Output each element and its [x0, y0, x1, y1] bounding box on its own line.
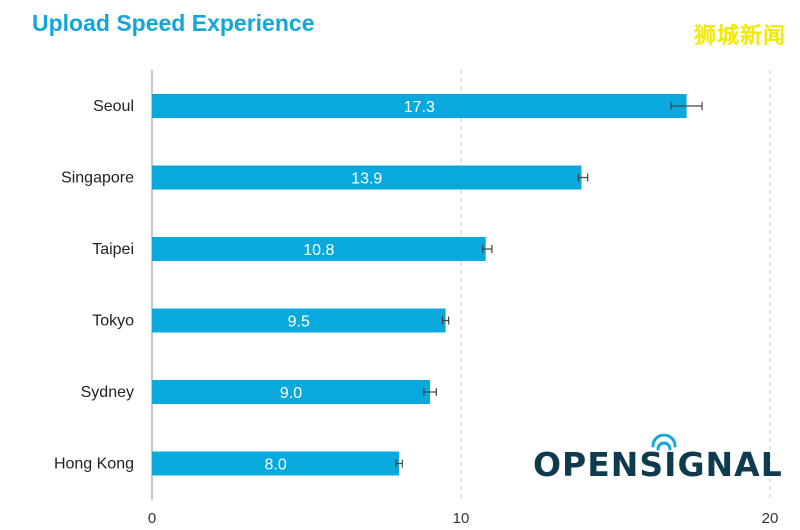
data-label: 10.8	[303, 242, 334, 259]
signal-icon	[651, 434, 677, 451]
category-label: Singapore	[61, 170, 134, 187]
watermark: 狮城新闻	[693, 24, 786, 49]
data-label: 13.9	[351, 171, 382, 188]
logo-text: OPENSIGNAL	[533, 445, 783, 484]
data-label: 17.3	[404, 99, 435, 116]
bar	[152, 165, 582, 190]
data-label: 9.5	[288, 314, 310, 331]
bar	[152, 94, 687, 118]
category-label: Tokyo	[92, 313, 134, 330]
category-label: Seoul	[93, 98, 134, 115]
data-label: 9.0	[280, 385, 302, 402]
data-label: 8.0	[264, 457, 286, 474]
opensignal-logo: OPENSIGNAL	[533, 434, 782, 484]
bar	[152, 308, 446, 333]
bar	[152, 451, 400, 476]
x-tick-label: 10	[453, 510, 470, 527]
category-label: Sydney	[81, 384, 134, 401]
category-label: Hong Kong	[54, 456, 134, 473]
chart-title: Upload Speed Experience	[32, 10, 315, 36]
bar	[152, 380, 431, 404]
x-tick-label: 20	[762, 510, 779, 527]
category-label: Taipei	[92, 241, 134, 258]
x-tick-label: 0	[148, 510, 156, 527]
bar	[152, 237, 486, 261]
